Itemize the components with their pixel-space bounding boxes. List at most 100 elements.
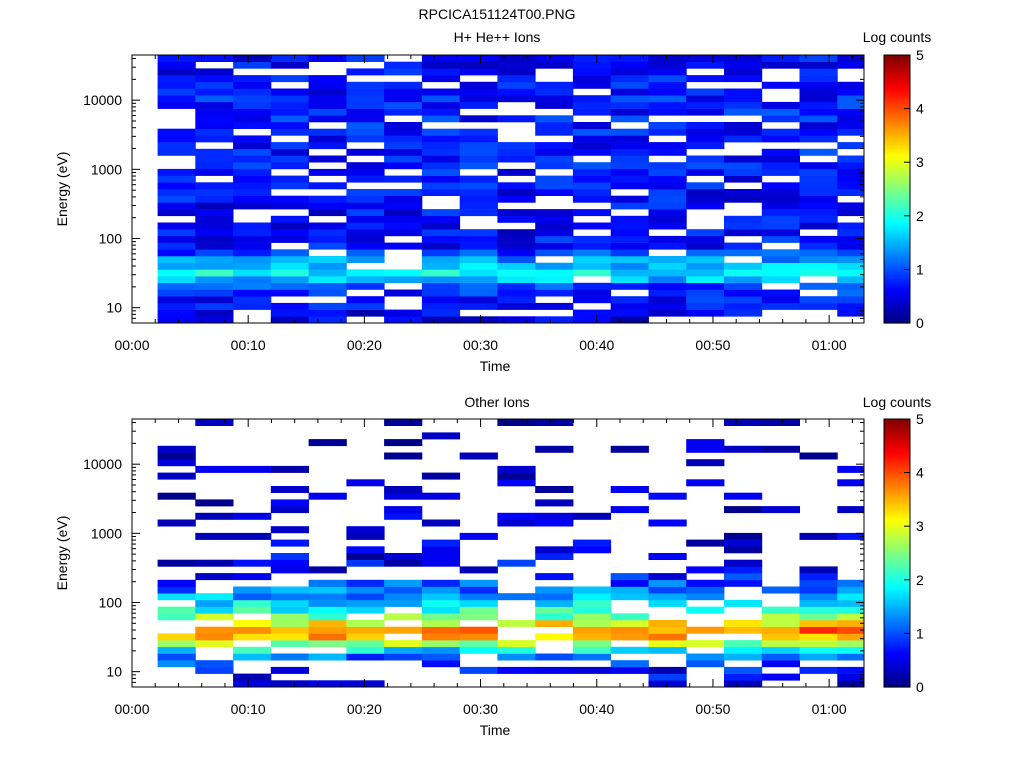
x-tick-label: 01:00	[812, 337, 847, 353]
heatmap-cell	[610, 55, 649, 62]
colorbar-segment	[884, 99, 910, 103]
heatmap-cell	[799, 620, 838, 627]
heatmap-cell	[157, 276, 196, 284]
heatmap-cell	[724, 162, 763, 170]
heatmap-cell	[799, 302, 838, 310]
heatmap-cell	[535, 162, 574, 170]
heatmap-cell	[535, 613, 574, 621]
heatmap-cell	[837, 142, 865, 150]
heatmap-cell	[233, 81, 272, 89]
heatmap-cell	[157, 142, 196, 150]
heatmap-cell	[195, 148, 234, 156]
heatmap-cell	[308, 680, 347, 688]
colorbar-segment	[884, 218, 910, 221]
heatmap-cell	[535, 81, 574, 89]
heatmap-cell	[837, 81, 865, 89]
heatmap-cell	[384, 122, 423, 129]
colorbar-segment	[884, 229, 910, 233]
heatmap-cell	[195, 75, 234, 83]
heatmap-cell	[384, 492, 423, 500]
heatmap-cell	[270, 620, 309, 627]
heatmap-cell	[233, 296, 272, 304]
heatmap-cell	[497, 215, 536, 223]
heatmap-cell	[610, 660, 649, 668]
colorbar-segment	[884, 57, 910, 61]
heatmap-cell	[497, 95, 536, 103]
colorbar-segment	[884, 550, 910, 554]
heatmap-cell	[724, 55, 763, 62]
heatmap-cell	[648, 168, 687, 176]
heatmap-cell	[837, 182, 865, 190]
heatmap-cell	[459, 235, 498, 243]
heatmap-cell	[535, 633, 574, 641]
heatmap-cell	[686, 539, 725, 547]
heatmap-cell	[270, 262, 309, 270]
colorbar-segment	[884, 528, 910, 532]
heatmap-cell	[459, 95, 498, 103]
heatmap-cell	[384, 195, 423, 203]
heatmap-cell	[724, 559, 763, 567]
colorbar-segment	[884, 110, 910, 114]
colorbar-segment	[884, 59, 910, 63]
heatmap-cell	[157, 269, 196, 277]
colorbar-segment	[884, 566, 910, 570]
heatmap-cell	[195, 128, 234, 136]
heatmap-cell	[459, 242, 498, 250]
heatmap-cell	[799, 115, 838, 123]
colorbar-segment	[884, 320, 910, 324]
heatmap-cell	[233, 532, 272, 540]
heatmap-cell	[459, 566, 498, 574]
heatmap-cell	[610, 162, 649, 170]
heatmap-cell	[799, 262, 838, 270]
heatmap-cell	[610, 142, 649, 150]
heatmap-cell	[648, 289, 687, 297]
heatmap-cell	[421, 209, 461, 217]
heatmap-cell	[346, 168, 385, 176]
colorbar-segment	[884, 79, 910, 83]
colorbar-segment	[884, 256, 910, 259]
heatmap-cell	[837, 256, 865, 263]
colorbar-segment	[884, 595, 910, 599]
heatmap-cell	[610, 445, 649, 453]
heatmap-cell	[837, 88, 865, 96]
heatmap-cell	[724, 222, 763, 230]
colorbar-segment	[884, 443, 910, 447]
heatmap-cell	[308, 309, 347, 317]
heatmap-cell	[610, 115, 649, 123]
heatmap-cell	[572, 122, 612, 129]
heatmap-cell	[308, 222, 347, 230]
colorbar-segment	[884, 133, 910, 136]
x-tick-label: 00:50	[695, 337, 730, 353]
heatmap-cell	[384, 419, 423, 426]
colorbar-segment	[884, 148, 910, 152]
heatmap-cell	[572, 195, 612, 203]
heatmap-cell	[761, 55, 800, 62]
heatmap-cell	[497, 142, 536, 150]
colorbar-segment	[884, 300, 910, 304]
heatmap-cell	[799, 242, 838, 250]
colorbar-segment	[884, 419, 910, 422]
heatmap-cell	[724, 296, 763, 304]
heatmap-cell	[837, 506, 865, 514]
heatmap-cell	[308, 302, 347, 310]
heatmap-cell	[157, 235, 196, 243]
heatmap-cell	[384, 506, 423, 514]
heatmap-cell	[837, 680, 865, 688]
heatmap-cell	[308, 75, 347, 83]
colorbar-segment	[884, 477, 910, 480]
heatmap-cell	[346, 88, 385, 96]
heatmap-cell	[346, 626, 385, 634]
heatmap-cell	[724, 175, 763, 183]
heatmap-cell	[195, 289, 234, 297]
heatmap-cell	[233, 646, 272, 654]
heatmap-cell	[497, 148, 536, 156]
heatmap-cell	[421, 579, 461, 587]
colorbar-segment	[884, 584, 910, 588]
heatmap-cell	[572, 606, 612, 614]
colorbar-segment	[884, 425, 910, 429]
heatmap-cell	[270, 249, 309, 257]
y-tick-label: 100	[99, 230, 123, 246]
heatmap-cell	[157, 209, 196, 217]
heatmap-cell	[421, 256, 461, 263]
heatmap-cell	[459, 88, 498, 96]
